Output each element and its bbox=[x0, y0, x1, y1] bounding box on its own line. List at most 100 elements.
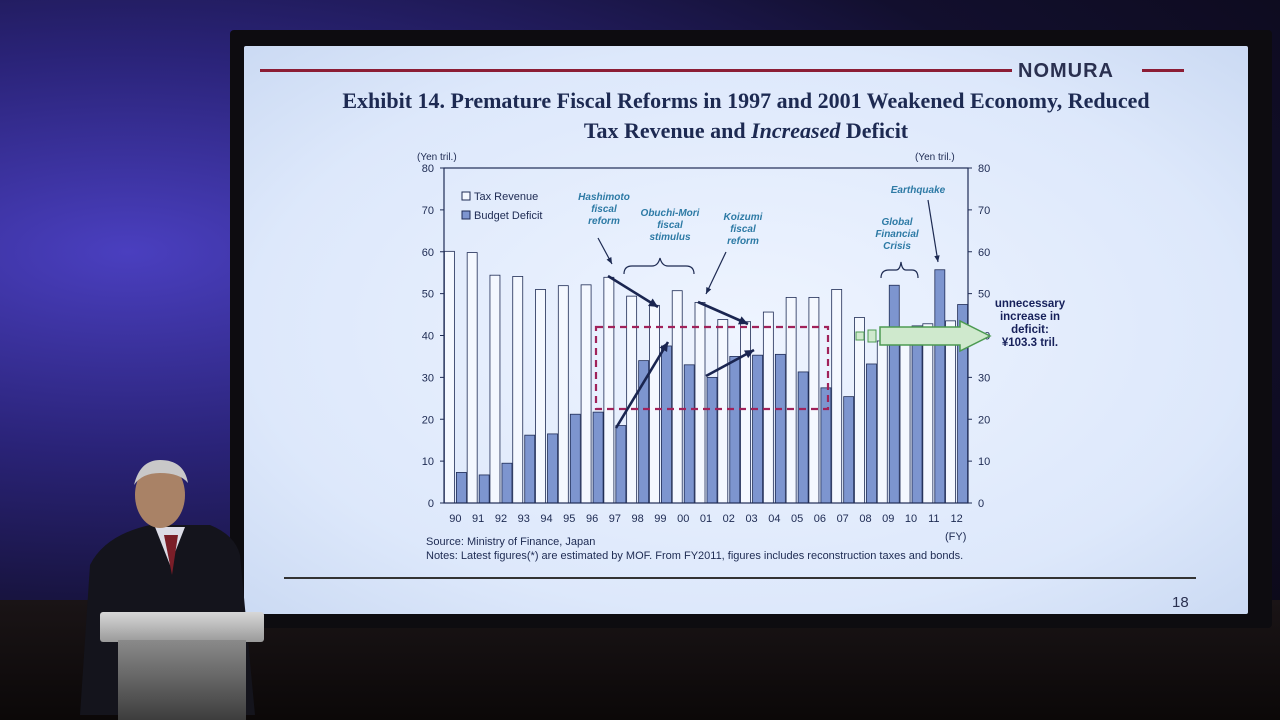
tax-revenue-bar bbox=[466, 252, 478, 504]
green-arrow-stub bbox=[867, 329, 877, 343]
budget-deficit-bar bbox=[683, 364, 695, 504]
budget-deficit-bar bbox=[706, 376, 718, 504]
annotation-koizumi: reform bbox=[727, 236, 759, 247]
title-line-1: Exhibit 14. Premature Fiscal Reforms in … bbox=[342, 88, 1150, 113]
annotation-global-financial-crisis: Global bbox=[881, 217, 912, 228]
x-tick-label: 12 bbox=[950, 513, 962, 525]
title-text-italic: Increased bbox=[751, 118, 841, 143]
y-tick-label-right: 50 bbox=[978, 289, 990, 301]
budget-deficit-bar bbox=[615, 425, 627, 504]
pointer-earthquake-head bbox=[934, 255, 940, 262]
bracket-obuchi bbox=[623, 257, 695, 275]
x-tick-label: 07 bbox=[837, 513, 849, 525]
budget-deficit-bar bbox=[729, 356, 741, 504]
pointer-earthquake bbox=[927, 199, 939, 263]
trend-arrow-tax-down-2 bbox=[697, 300, 749, 326]
annotation-obuchi-mori: stimulus bbox=[649, 232, 691, 243]
title-text-a: Tax Revenue and bbox=[583, 118, 752, 143]
annotation-koizumi: fiscal bbox=[730, 224, 756, 235]
y-tick-label-right: 10 bbox=[978, 456, 990, 468]
callout-unnecessary-deficit: deficit: bbox=[1011, 324, 1049, 336]
tax-revenue-bar bbox=[945, 320, 957, 504]
legend-label-deficit: Budget Deficit bbox=[474, 210, 542, 222]
budget-deficit-bar bbox=[547, 433, 558, 504]
budget-deficit-bar bbox=[752, 354, 763, 504]
trend-arrow-tax-down-1-head bbox=[648, 298, 658, 307]
x-tick-label: 92 bbox=[495, 513, 507, 525]
pointer-koizumi bbox=[705, 251, 727, 295]
y-axis-label-left: (Yen tril.) bbox=[417, 152, 457, 163]
annotation-global-financial-crisis: Crisis bbox=[883, 241, 911, 252]
budget-deficit-bar bbox=[569, 413, 581, 504]
brand-rule-left bbox=[260, 69, 1012, 72]
trend-arrow-tax-down-2-head bbox=[738, 316, 748, 325]
tax-revenue-bar bbox=[762, 311, 774, 504]
x-tick-label: 02 bbox=[723, 513, 735, 525]
tax-revenue-bar bbox=[512, 276, 524, 504]
budget-deficit-bar bbox=[455, 472, 467, 504]
y-tick-label-right: 70 bbox=[978, 205, 990, 217]
tax-revenue-bar bbox=[740, 321, 751, 504]
x-tick-label: 03 bbox=[745, 513, 757, 525]
annotation-hashimoto: Hashimoto bbox=[578, 192, 630, 203]
x-tick-label: 97 bbox=[609, 513, 621, 525]
callout-unnecessary-deficit: ¥103.3 tril. bbox=[1002, 337, 1058, 349]
x-tick-label: 93 bbox=[518, 513, 530, 525]
nomura-logo: NOMURA bbox=[1018, 60, 1114, 82]
tax-revenue-bar bbox=[489, 274, 501, 504]
budget-deficit-bar bbox=[843, 396, 855, 504]
x-tick-label: 10 bbox=[905, 513, 917, 525]
x-tick-label: 06 bbox=[814, 513, 826, 525]
budget-deficit-bar bbox=[797, 371, 809, 504]
tax-revenue-bar bbox=[899, 328, 911, 504]
trend-arrow-deficit-up-1-head bbox=[659, 342, 668, 352]
tax-revenue-bar bbox=[922, 323, 934, 504]
tax-revenue-bar bbox=[535, 289, 546, 504]
annotation-obuchi-mori: fiscal bbox=[657, 220, 683, 231]
tax-revenue-bar bbox=[831, 289, 843, 504]
tax-revenue-bar bbox=[671, 290, 683, 504]
y-tick-label-right: 0 bbox=[978, 498, 984, 510]
budget-deficit-bar bbox=[592, 411, 604, 504]
tax-revenue-bar bbox=[603, 276, 615, 504]
x-tick-label: 94 bbox=[540, 513, 552, 525]
legend-swatch-deficit bbox=[461, 210, 471, 220]
y-tick-label-right: 60 bbox=[978, 247, 990, 259]
slide-title: Exhibit 14. Premature Fiscal Reforms in … bbox=[244, 86, 1248, 146]
x-axis-unit: (FY) bbox=[945, 531, 966, 543]
y-tick-label-left: 70 bbox=[422, 205, 434, 217]
tax-revenue-bar bbox=[557, 285, 569, 504]
y-axis-label-right: (Yen tril.) bbox=[915, 152, 955, 163]
x-tick-label: 01 bbox=[700, 513, 712, 525]
x-tick-label: 99 bbox=[654, 513, 666, 525]
x-tick-label: 11 bbox=[928, 513, 939, 525]
trend-arrow-deficit-up-2 bbox=[705, 348, 755, 378]
y-tick-label-left: 20 bbox=[422, 414, 434, 426]
x-tick-label: 08 bbox=[859, 513, 871, 525]
budget-deficit-bar bbox=[934, 269, 946, 504]
legend-label-tax: Tax Revenue bbox=[474, 191, 538, 203]
tax-revenue-bar bbox=[876, 340, 888, 504]
tax-revenue-bar bbox=[649, 304, 660, 504]
tax-revenue-bar bbox=[443, 250, 455, 504]
budget-deficit-bar bbox=[911, 325, 923, 504]
x-tick-label: 90 bbox=[449, 513, 461, 525]
brand-rule-right bbox=[1142, 69, 1184, 72]
source-note: Source: Ministry of Finance, Japan bbox=[426, 536, 596, 548]
green-callout-arrow bbox=[879, 319, 992, 353]
y-tick-label-left: 80 bbox=[422, 163, 434, 175]
podium-body bbox=[118, 640, 246, 720]
x-tick-label: 95 bbox=[563, 513, 575, 525]
tax-revenue-bar bbox=[808, 296, 820, 504]
x-tick-label: 05 bbox=[791, 513, 803, 525]
x-tick-label: 00 bbox=[677, 513, 689, 525]
trend-arrow-deficit-up-2-head bbox=[744, 350, 754, 359]
callout-unnecessary-deficit: unnecessary bbox=[995, 298, 1066, 310]
y-tick-label-left: 60 bbox=[422, 247, 434, 259]
annotation-global-financial-crisis: Financial bbox=[875, 229, 919, 240]
y-tick-label-left: 10 bbox=[422, 456, 434, 468]
podium-top bbox=[100, 612, 264, 642]
x-tick-label: 04 bbox=[768, 513, 780, 525]
budget-deficit-bar bbox=[774, 353, 786, 504]
